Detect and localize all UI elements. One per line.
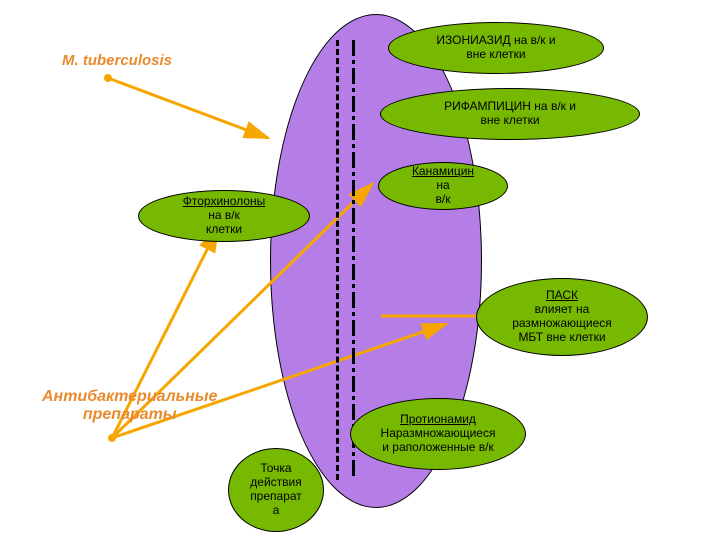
membrane-dash	[336, 40, 339, 480]
drug-kanamycin: Канамицин нав/к	[378, 162, 508, 210]
arrow-mtuberculosis	[108, 78, 268, 138]
label-antibacterial-line2: препараты	[83, 406, 177, 423]
drug-protionamid: ПротионамидНаразмножающиесяи раположенны…	[350, 398, 526, 470]
dot-mtuberculosis	[104, 74, 112, 82]
dot-antibacterial	[108, 434, 116, 442]
drug-tochka: Точкадействияпрепарата	[228, 448, 324, 532]
drug-isoniazid: ИЗОНИАЗИД на в/к ивне клетки	[388, 22, 604, 74]
drug-ftorhinolony: Фторхинолоны на в/кклетки	[138, 190, 310, 242]
membrane-dashdot	[352, 40, 355, 480]
drug-pask: ПАСК влияет наразмножающиесяМБТ вне клет…	[476, 278, 648, 356]
label-antibacterial: Антибактериальные препараты	[42, 388, 217, 424]
drug-rifampicin: РИФАМПИЦИН на в/к ивне клетки	[380, 88, 640, 140]
label-antibacterial-line1: Антибактериальные	[42, 388, 217, 405]
label-mtuberculosis: M. tuberculosis	[62, 52, 172, 69]
diagram-stage: ИЗОНИАЗИД на в/к ивне клетки РИФАМПИЦИН н…	[0, 0, 720, 540]
